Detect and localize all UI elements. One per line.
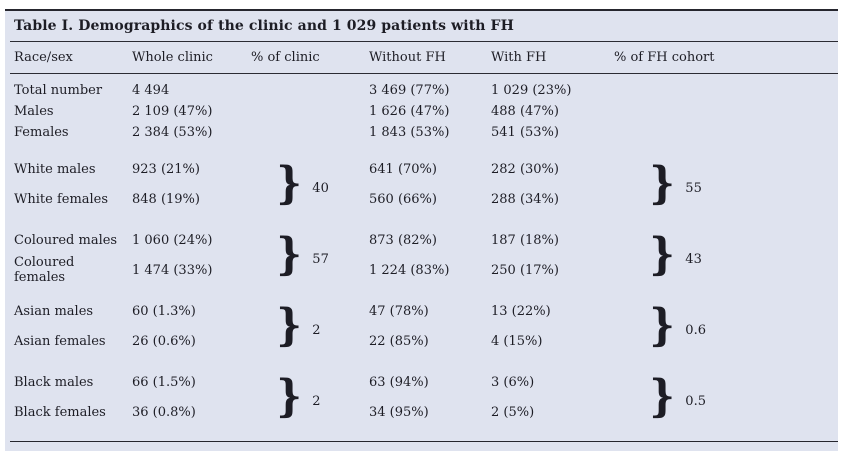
cell-without-fh: 34 (95%): [369, 404, 429, 420]
cell-without-fh: 641 (70%): [369, 161, 437, 177]
cell-whole-clinic: 848 (19%): [132, 191, 200, 207]
row-label: Asian males: [14, 303, 94, 319]
race-group-asian: Asian males 60 (1.3%) 47 (78%) 13 (22%) …: [10, 296, 838, 356]
cohort-pct-value: 0.5: [685, 393, 706, 409]
column-header-pct-of-clinic: % of clinic: [251, 50, 320, 65]
cell-whole-clinic: 2 109 (47%): [132, 104, 213, 119]
grouping-brace-icon: }: [649, 229, 675, 280]
cell-with-fh: 4 (15%): [491, 333, 543, 349]
table-row: Females 2 384 (53%) 1 843 (53%) 541 (53%…: [10, 122, 838, 143]
row-label: Black males: [14, 374, 94, 390]
row-label: White males: [14, 161, 96, 177]
cell-with-fh: 541 (53%): [491, 125, 559, 140]
demographics-table: Table I. Demographics of the clinic and …: [5, 9, 838, 451]
clinic-pct-value: 57: [312, 251, 329, 267]
cell-with-fh: 282 (30%): [491, 161, 559, 177]
cell-without-fh: 873 (82%): [369, 232, 437, 248]
cell-without-fh: 3 469 (77%): [369, 83, 450, 98]
cell-without-fh: 22 (85%): [369, 333, 429, 349]
cell-with-fh: 488 (47%): [491, 104, 559, 119]
clinic-pct-group: } 40: [247, 154, 365, 214]
cohort-pct-value: 55: [685, 180, 702, 196]
cell-with-fh: 3 (6%): [491, 374, 535, 390]
cell-whole-clinic: 66 (1.5%): [132, 374, 196, 390]
clinic-pct-value: 40: [312, 180, 329, 196]
table-header-row: Race/sex Whole clinic % of clinic Withou…: [10, 42, 838, 74]
cell-whole-clinic: 1 060 (24%): [132, 232, 213, 248]
row-label: Total number: [14, 83, 103, 98]
race-group-coloured: Coloured males 1 060 (24%) 873 (82%) 187…: [10, 225, 838, 286]
grouping-brace-icon: }: [276, 371, 302, 422]
row-label: White females: [14, 191, 109, 207]
row-label: Coloured females: [14, 255, 75, 285]
cell-whole-clinic: 36 (0.8%): [132, 404, 196, 420]
cell-whole-clinic: 4 494: [132, 83, 170, 98]
table-row: Total number 4 494 3 469 (77%) 1 029 (23…: [10, 80, 838, 101]
cell-without-fh: 47 (78%): [369, 303, 429, 319]
table-title: Table I. Demographics of the clinic and …: [10, 11, 838, 42]
cell-without-fh: 1 224 (83%): [369, 262, 450, 278]
cohort-pct-value: 43: [685, 251, 702, 267]
column-header-race-sex: Race/sex: [14, 50, 73, 65]
cohort-pct-group: } 0.6: [610, 296, 830, 356]
table-row: Males 2 109 (47%) 1 626 (47%) 488 (47%): [10, 101, 838, 122]
clinic-pct-group: } 2: [247, 296, 365, 356]
row-label: Males: [14, 104, 54, 119]
cell-whole-clinic: 923 (21%): [132, 161, 200, 177]
cohort-pct-group: } 0.5: [610, 367, 830, 427]
cell-without-fh: 560 (66%): [369, 191, 437, 207]
column-header-whole-clinic: Whole clinic: [132, 50, 213, 65]
cell-whole-clinic: 2 384 (53%): [132, 125, 213, 140]
row-label: Females: [14, 125, 69, 140]
clinic-pct-value: 2: [312, 322, 321, 338]
race-group-black: Black males 66 (1.5%) 63 (94%) 3 (6%) Bl…: [10, 367, 838, 427]
grouping-brace-icon: }: [276, 229, 302, 280]
cell-with-fh: 187 (18%): [491, 232, 559, 248]
summary-section: Total number 4 494 3 469 (77%) 1 029 (23…: [10, 74, 838, 143]
row-label: Black females: [14, 404, 106, 420]
column-header-with-fh: With FH: [491, 50, 547, 65]
cell-with-fh: 2 (5%): [491, 404, 535, 420]
cell-with-fh: 288 (34%): [491, 191, 559, 207]
cell-without-fh: 63 (94%): [369, 374, 429, 390]
grouping-brace-icon: }: [649, 158, 675, 209]
cell-without-fh: 1 843 (53%): [369, 125, 450, 140]
cell-with-fh: 13 (22%): [491, 303, 551, 319]
cell-with-fh: 250 (17%): [491, 262, 559, 278]
race-group-white: White males 923 (21%) 641 (70%) 282 (30%…: [10, 154, 838, 214]
column-header-pct-of-fh-cohort: % of FH cohort: [614, 50, 715, 65]
cell-without-fh: 1 626 (47%): [369, 104, 450, 119]
clinic-pct-group: } 57: [247, 225, 365, 285]
grouping-brace-icon: }: [276, 158, 302, 209]
cell-whole-clinic: 60 (1.3%): [132, 303, 196, 319]
column-header-without-fh: Without FH: [369, 50, 446, 65]
cell-whole-clinic: 1 474 (33%): [132, 262, 213, 278]
clinic-pct-group: } 2: [247, 367, 365, 427]
cell-whole-clinic: 26 (0.6%): [132, 333, 196, 349]
clinic-pct-value: 2: [312, 393, 321, 409]
grouping-brace-icon: }: [649, 371, 675, 422]
table-bottom-rule: [10, 441, 838, 442]
grouping-brace-icon: }: [649, 300, 675, 351]
row-label: Coloured males: [14, 232, 118, 248]
cohort-pct-group: } 43: [610, 225, 830, 285]
cell-with-fh: 1 029 (23%): [491, 83, 572, 98]
cohort-pct-group: } 55: [610, 154, 830, 214]
grouping-brace-icon: }: [276, 300, 302, 351]
row-label: Asian females: [14, 333, 106, 349]
cohort-pct-value: 0.6: [685, 322, 706, 338]
